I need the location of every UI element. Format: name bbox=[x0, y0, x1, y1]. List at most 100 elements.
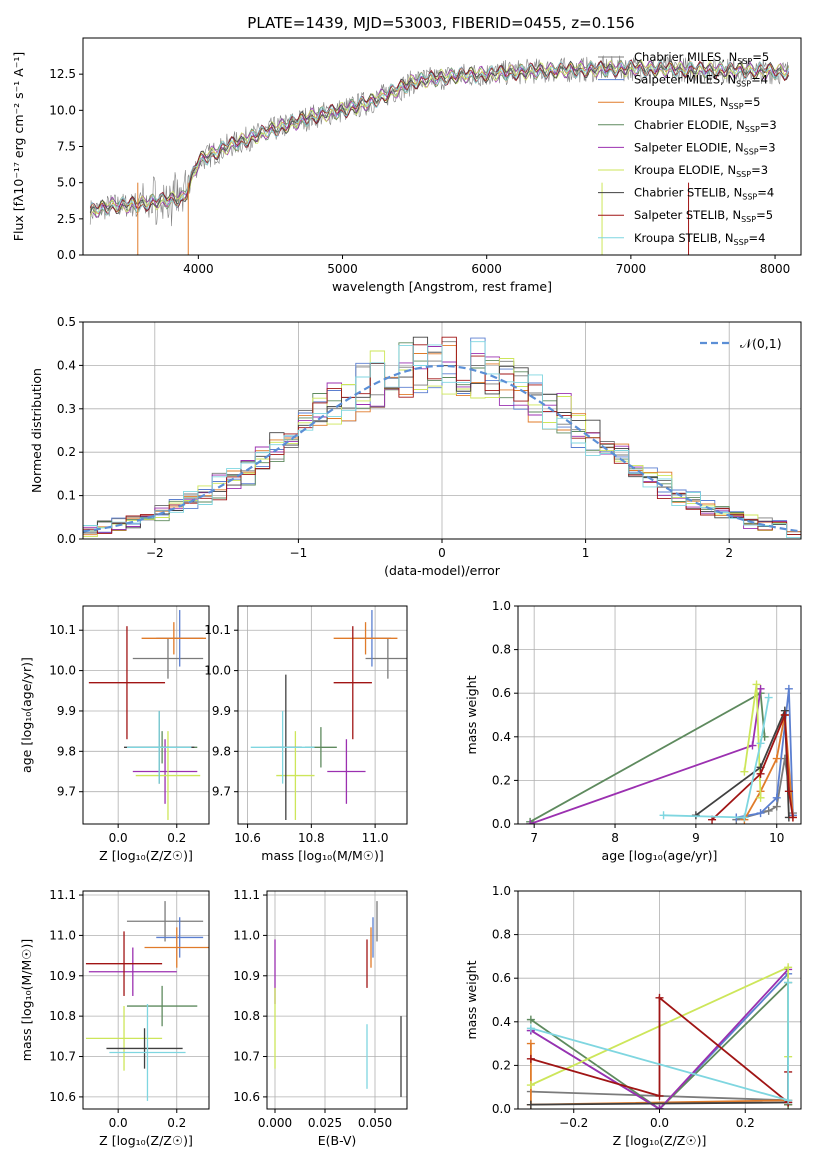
mass-weight-marker bbox=[748, 741, 757, 750]
x-tick-label: 8 bbox=[611, 831, 619, 845]
legend-label: Chabrier STELIB, NSSP=4 bbox=[634, 186, 774, 202]
y-tick-label: 10.0 bbox=[49, 103, 76, 117]
x-tick-label: 11.0 bbox=[362, 831, 389, 845]
legend-count: =3 bbox=[751, 163, 768, 177]
y-tick-label: 10.7 bbox=[49, 1050, 76, 1064]
y-tick-label: 9.9 bbox=[212, 704, 231, 718]
spectrum-panel: 4000 5000 6000 7000 8000 0.0 2.5 5.0 7.5 10.0 12.5… bbox=[11, 37, 802, 294]
mass-weight-marker bbox=[788, 813, 797, 822]
y-axis-label: mass weight bbox=[464, 960, 479, 1039]
y-tick-label: 0.5 bbox=[57, 315, 76, 329]
legend-label: Kroupa STELIB, NSSP=4 bbox=[634, 231, 765, 247]
mass-weight-marker bbox=[772, 793, 781, 802]
spectrum-legend: Chabrier MILES, NSSP=5 Salpeter MILES, NS… bbox=[598, 50, 777, 247]
legend-label: Salpeter ELODIE, NSSP=3 bbox=[634, 140, 776, 156]
y-tick-label: 9.7 bbox=[57, 785, 76, 799]
y-axis-label: mass [log₁₀(M/M☉)] bbox=[19, 939, 34, 1061]
y-tick-label: 11.1 bbox=[233, 888, 260, 902]
y-tick-label: 11.0 bbox=[233, 928, 260, 942]
x-tick-label: 0.2 bbox=[167, 1116, 186, 1130]
mass-weight-marker bbox=[764, 806, 773, 815]
weight-vs-metallicity-panel: −0.2 0.0 0.2 0.0 0.2 0.4 0.6 0.8 1.0 Z [log₁₀(Z/Z… bbox=[464, 884, 802, 1148]
x-tick-label: 0.0 bbox=[650, 1116, 669, 1130]
mass-weight-marker bbox=[772, 754, 781, 763]
mass-weight-marker bbox=[655, 1091, 664, 1100]
y-tick-label: 10.1 bbox=[204, 623, 231, 637]
model-spectrum-line bbox=[89, 60, 789, 216]
x-axis-label: wavelength [Angstrom, rest frame] bbox=[332, 279, 552, 294]
mass-weight-marker bbox=[526, 1081, 535, 1090]
mass-weight-marker bbox=[756, 809, 765, 818]
mass-weight-marker bbox=[764, 693, 773, 702]
mass-weight-marker bbox=[756, 684, 765, 693]
x-tick-label: 5000 bbox=[327, 262, 358, 276]
legend-count: =3 bbox=[760, 118, 777, 132]
y-tick-label: 11.0 bbox=[49, 928, 76, 942]
y-tick-label: 10.1 bbox=[49, 623, 76, 637]
x-tick-label: 0.0 bbox=[109, 831, 128, 845]
x-axis-label: age [log₁₀(age/yr)] bbox=[602, 848, 718, 863]
mass-weight-marker bbox=[784, 963, 793, 972]
x-tick-label: 0.050 bbox=[358, 1116, 392, 1130]
x-axis-label: (data-model)/error bbox=[384, 563, 501, 578]
legend-count: =4 bbox=[749, 231, 766, 245]
age-vs-mass-panel: 10.6 10.8 11.0 9.7 9.8 9.9 10.0 10.1 mass [log₁₀… bbox=[204, 605, 408, 863]
y-axis-label: Normed distribution bbox=[29, 368, 44, 493]
y-tick-label: 10.0 bbox=[204, 664, 231, 678]
legend-count: =5 bbox=[744, 95, 761, 109]
legend-label: Chabrier MILES, NSSP=5 bbox=[634, 50, 769, 66]
x-tick-label: 10.8 bbox=[298, 831, 325, 845]
mass-weight-marker bbox=[780, 711, 789, 719]
residuals-panel: −2 −1 0 1 2 0.0 0.1 0.2 0.3 0.4 0.5 (data-model)/er… bbox=[29, 315, 802, 578]
plot-area bbox=[250, 610, 407, 820]
mass-weight-marker bbox=[526, 820, 535, 824]
y-tick-label: 1.0 bbox=[492, 599, 511, 613]
y-tick-label: 0.8 bbox=[492, 928, 511, 942]
legend-subscript: SSP bbox=[742, 193, 757, 202]
y-tick-label: 11.1 bbox=[49, 888, 76, 902]
legend-subscript: SSP bbox=[734, 238, 749, 247]
x-tick-label: 9 bbox=[692, 831, 700, 845]
mass-weight-marker bbox=[740, 767, 749, 776]
legend-label: Salpeter MILES, NSSP=4 bbox=[634, 73, 768, 89]
legend-label: Kroupa MILES, NSSP=5 bbox=[634, 95, 760, 111]
page-title: PLATE=1439, MJD=53003, FIBERID=0455, z=0… bbox=[247, 14, 634, 32]
x-tick-label: 6000 bbox=[471, 262, 502, 276]
x-tick-label: −2 bbox=[146, 546, 164, 560]
mass-vs-metallicity-panel: 0.0 0.2 10.6 10.7 10.8 10.9 11.0 11.1 Z [log₁₀(Z… bbox=[19, 888, 210, 1148]
plot-area bbox=[85, 901, 209, 1101]
y-tick-label: 10.6 bbox=[49, 1090, 76, 1104]
axes-frame bbox=[517, 890, 802, 1110]
x-tick-label: 0.025 bbox=[308, 1116, 342, 1130]
x-tick-label: 0.0 bbox=[109, 1116, 128, 1130]
x-tick-label: 10 bbox=[769, 831, 784, 845]
mass-weight-marker bbox=[784, 787, 793, 796]
legend-count: =5 bbox=[756, 208, 773, 222]
plot-area bbox=[526, 963, 793, 1109]
mass-weight-marker bbox=[756, 793, 765, 802]
legend-subscript: SSP bbox=[741, 215, 756, 224]
mass-weight-marker bbox=[756, 739, 765, 748]
legend-count: =4 bbox=[751, 73, 768, 87]
y-tick-label: 0.1 bbox=[57, 489, 76, 503]
x-tick-label: 1 bbox=[582, 546, 590, 560]
x-axis-label: Z [log₁₀(Z/Z☉)] bbox=[613, 1133, 707, 1148]
mass-weight-marker bbox=[655, 1105, 664, 1109]
plot-area bbox=[83, 336, 801, 539]
y-tick-label: 10.9 bbox=[233, 969, 260, 983]
observed-spectrum-line bbox=[89, 55, 790, 227]
axes-frame bbox=[82, 37, 802, 256]
mass-weight-marker bbox=[784, 684, 793, 693]
axes-frame bbox=[82, 605, 210, 825]
model-spectrum-line bbox=[89, 60, 789, 214]
residual-histogram bbox=[83, 350, 801, 538]
y-tick-label: 10.0 bbox=[49, 664, 76, 678]
mass-vs-ebv-panel: 0.000 0.025 0.050 10.6 10.7 10.8 10.9 11.0 11.1 E… bbox=[233, 888, 408, 1148]
legend-subscript: SSP bbox=[736, 80, 751, 89]
legend-count: =3 bbox=[759, 140, 776, 154]
y-tick-label: 2.5 bbox=[57, 212, 76, 226]
y-tick-label: 10.6 bbox=[233, 1090, 260, 1104]
y-tick-label: 7.5 bbox=[57, 140, 76, 154]
mass-weight-marker bbox=[784, 978, 793, 987]
y-tick-label: 0.2 bbox=[492, 1058, 511, 1072]
